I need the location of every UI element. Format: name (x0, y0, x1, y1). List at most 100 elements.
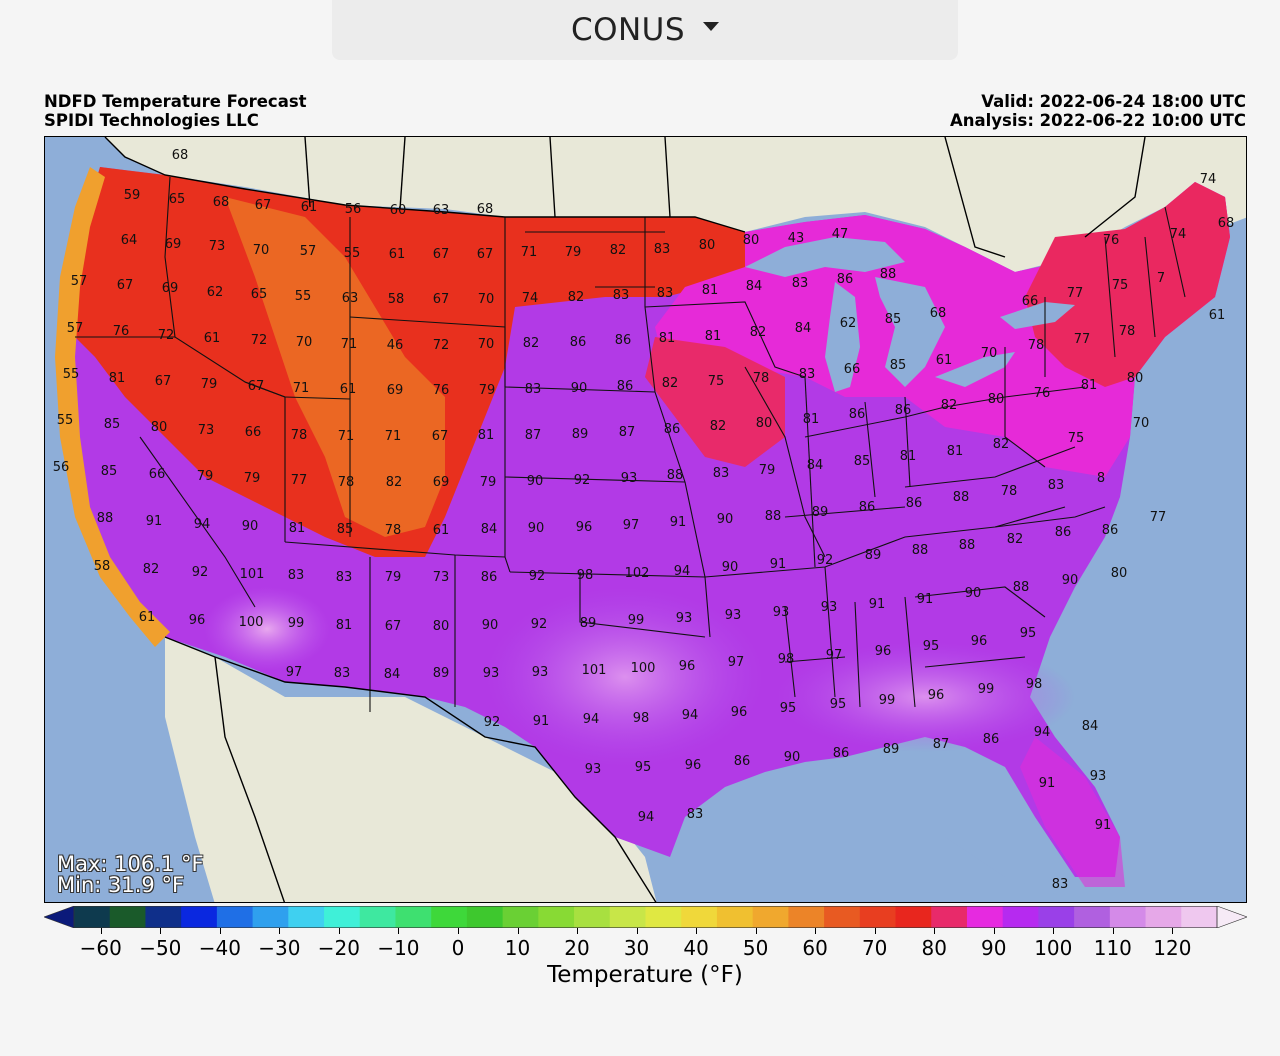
temp-label: 100 (631, 661, 656, 676)
temp-label: 96 (576, 520, 593, 535)
temp-label: 92 (484, 715, 501, 730)
colorbar-tick-label: −50 (139, 936, 182, 960)
temp-label: 102 (625, 566, 650, 581)
temp-label: 62 (840, 316, 857, 331)
chevron-down-icon[interactable] (703, 21, 720, 31)
temp-label: 81 (1081, 378, 1098, 393)
temp-label: 83 (613, 288, 630, 303)
temp-label: 91 (1095, 818, 1112, 833)
colorbar-tick (755, 928, 757, 934)
colorbar-segment (859, 906, 897, 928)
colorbar-tick-label: −40 (198, 936, 241, 960)
temp-label: 93 (773, 605, 790, 620)
temp-label: 71 (385, 429, 402, 444)
temp-label: 94 (682, 708, 699, 723)
temp-label: 68 (172, 148, 189, 163)
temp-label: 82 (710, 419, 727, 434)
temp-label: 95 (780, 701, 797, 716)
temp-label: 68 (477, 202, 494, 217)
lake-erie (935, 352, 1015, 387)
temp-label: 73 (433, 570, 450, 585)
temp-label: 80 (151, 420, 168, 435)
temp-label: 72 (251, 333, 268, 348)
temp-label: 66 (844, 362, 861, 377)
temp-label: 83 (334, 666, 351, 681)
temp-label: 79 (201, 377, 218, 392)
temp-label: 83 (792, 276, 809, 291)
temp-label: 85 (854, 454, 871, 469)
temp-label: 94 (194, 517, 211, 532)
region-selector[interactable]: CONUS (332, 0, 958, 60)
temp-label: 91 (770, 557, 787, 572)
temp-label: 77 (1150, 510, 1167, 525)
zone-coast-cool (55, 167, 170, 647)
temp-label: 83 (288, 568, 305, 583)
temp-label: 82 (941, 398, 958, 413)
colorbar-tick (160, 928, 162, 934)
temp-label: 57 (67, 321, 84, 336)
temp-label: 88 (667, 468, 684, 483)
temp-label: 65 (169, 192, 186, 207)
temp-label: 81 (659, 331, 676, 346)
temp-label: 61 (204, 331, 221, 346)
colorbar-segment (931, 906, 968, 928)
temp-label: 81 (478, 428, 495, 443)
temp-label: 84 (384, 667, 401, 682)
temp-label: 82 (143, 562, 160, 577)
colorbar-tick-label: −10 (377, 936, 420, 960)
temp-label: 93 (532, 665, 549, 680)
temp-label: 82 (1007, 532, 1024, 547)
colorbar-segment (431, 906, 468, 928)
temp-label: 83 (336, 570, 353, 585)
colorbar-tick-label: 50 (742, 936, 769, 960)
temp-label: 90 (784, 750, 801, 765)
temp-label: 66 (1022, 294, 1039, 309)
colorbar-tick-label: 110 (1093, 936, 1132, 960)
colorbar-segment (824, 906, 861, 928)
temp-label: 91 (917, 592, 934, 607)
temp-label: 98 (633, 711, 650, 726)
colorbar-tick (517, 928, 519, 934)
temp-label: 67 (117, 278, 134, 293)
temp-label: 91 (533, 714, 550, 729)
colorbar-segment (788, 906, 825, 928)
temp-label: 86 (859, 500, 876, 515)
temp-label: 67 (385, 619, 402, 634)
lake-huron (875, 277, 945, 387)
temp-label: 86 (1102, 523, 1119, 538)
valid-time: Valid: 2022-06-24 18:00 UTC (981, 92, 1246, 111)
colorbar-tick (100, 928, 102, 934)
temp-label: 79 (480, 475, 497, 490)
colorbar-tick-label: 20 (564, 936, 590, 960)
temp-label: 68 (930, 306, 947, 321)
temp-label: 80 (988, 392, 1005, 407)
temp-label: 61 (936, 353, 953, 368)
colorbar-tick (1172, 928, 1174, 934)
temp-label: 83 (525, 382, 542, 397)
temp-label: 94 (638, 810, 655, 825)
temp-label: 78 (1001, 484, 1018, 499)
temp-label: 88 (912, 543, 929, 558)
temp-label: 86 (481, 570, 498, 585)
colorbar-tick-label: 120 (1153, 936, 1192, 960)
temperature-map[interactable]: 68 59 65 68 67 61 56 60 63 68 64 69 73 70 57 55 61 67 67 71… (44, 136, 1247, 903)
temp-label: 57 (71, 274, 88, 289)
colorbar-tick-label: 10 (504, 936, 531, 960)
temp-label: 86 (837, 272, 854, 287)
temp-label: 79 (565, 245, 582, 260)
temp-label: 87 (933, 737, 950, 752)
temp-label: 92 (817, 553, 834, 568)
temp-label: 77 (1067, 286, 1084, 301)
temp-label: 70 (1133, 416, 1150, 431)
temp-label: 57 (300, 244, 317, 259)
temp-label: 88 (880, 267, 897, 282)
temp-label: 72 (433, 338, 450, 353)
temp-label: 83 (687, 807, 704, 822)
temp-label: 79 (759, 463, 776, 478)
temp-label: 80 (699, 238, 716, 253)
colorbar-segment (1038, 906, 1075, 928)
national-borders (104, 137, 1146, 902)
colorbar-tick-label: 80 (921, 936, 947, 960)
temp-label: 67 (433, 247, 450, 262)
colorbar-min-arrow (44, 906, 75, 928)
